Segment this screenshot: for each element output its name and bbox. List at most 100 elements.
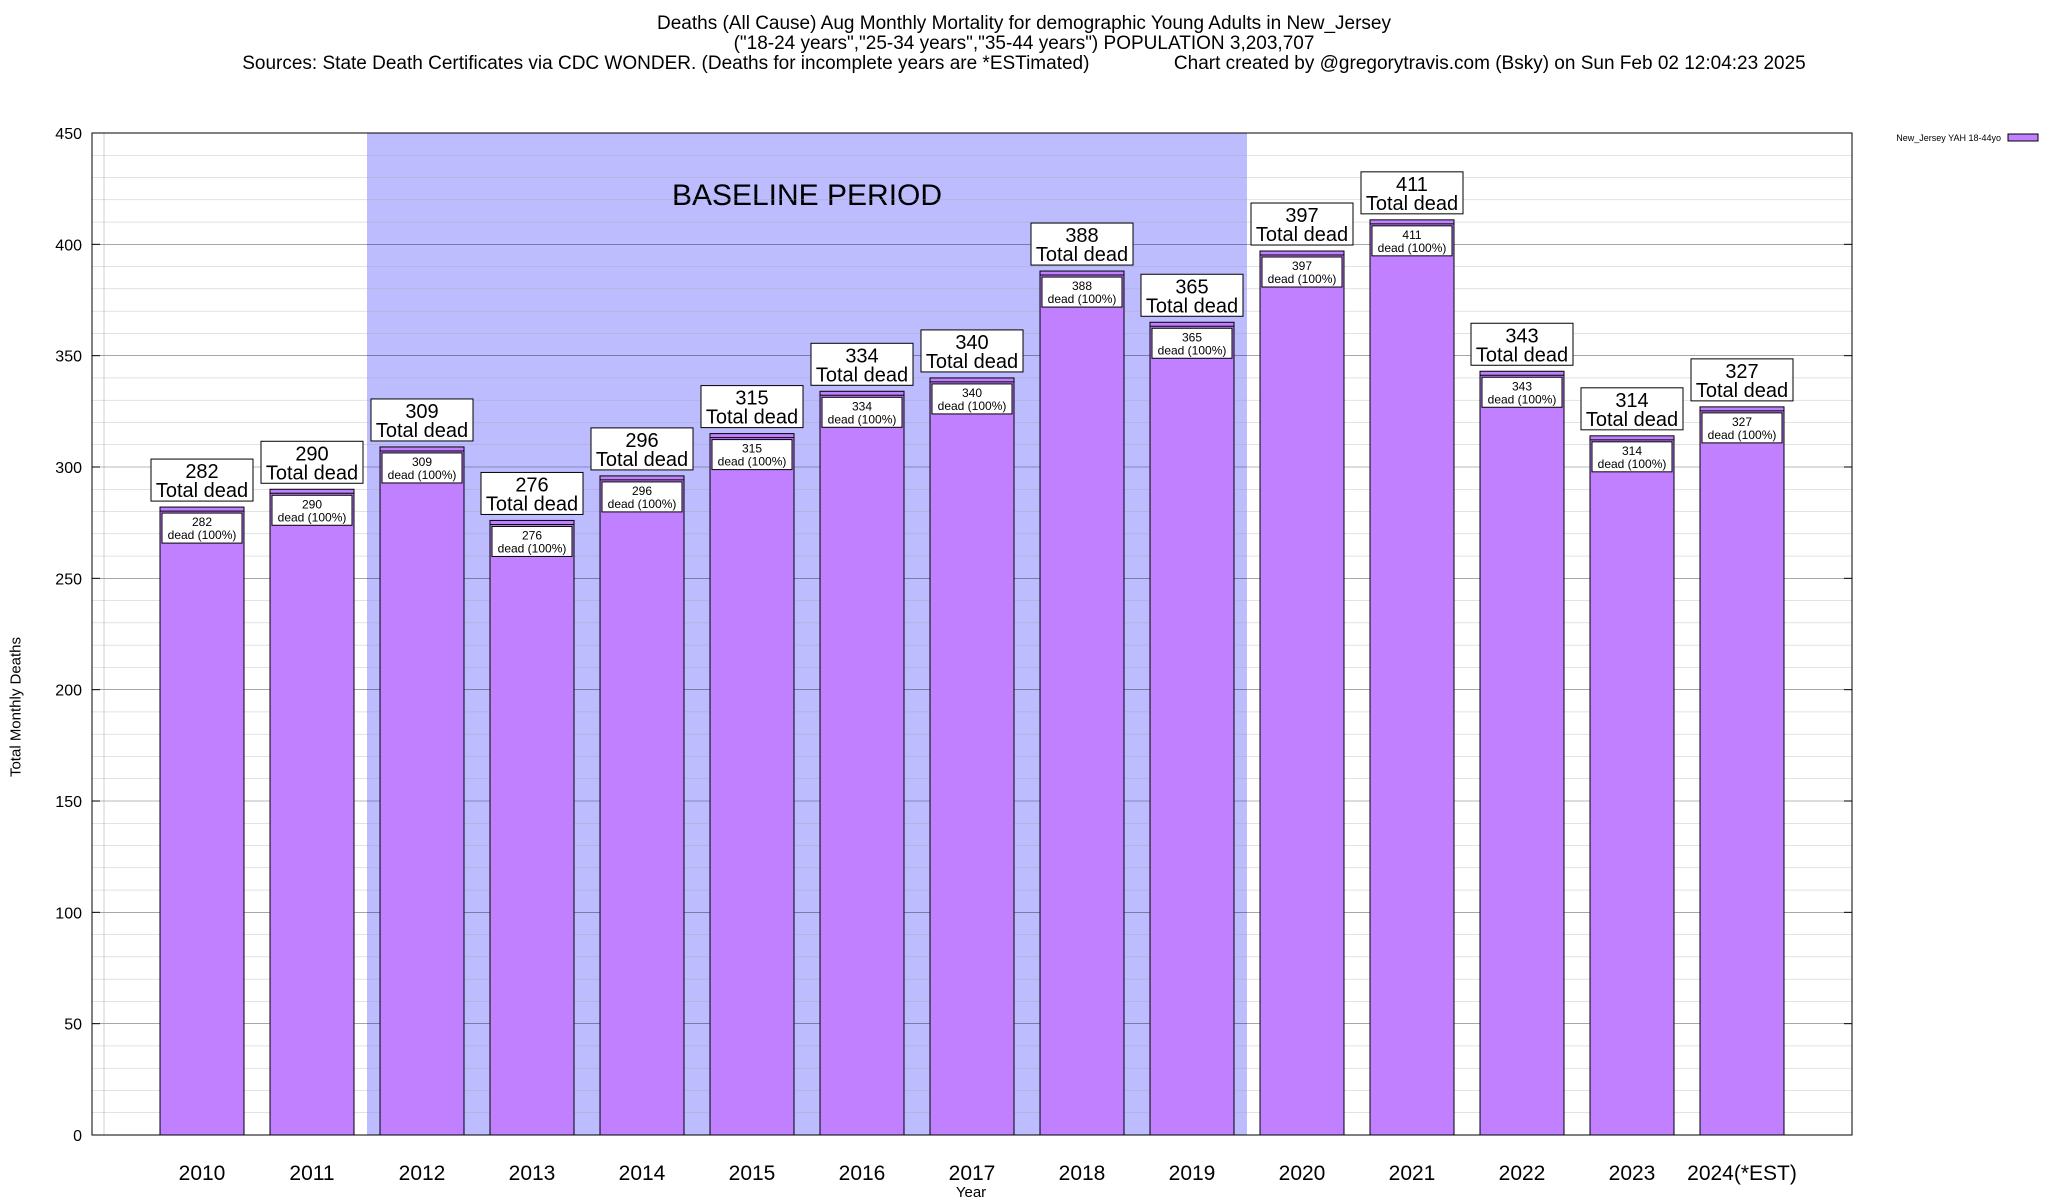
inner-value-label: 276	[522, 528, 542, 542]
inner-pct-label: dead (100%)	[718, 455, 787, 469]
total-text-label: Total dead	[1256, 224, 1348, 246]
chart-title: Deaths (All Cause) Aug Monthly Mortality…	[657, 13, 1391, 34]
total-text-label: Total dead	[706, 407, 798, 429]
inner-value-label: 290	[302, 497, 322, 511]
inner-label-box	[1261, 256, 1343, 288]
total-label-box	[260, 440, 364, 484]
total-text-label: Total dead	[596, 449, 688, 471]
inner-pct-label: dead (100%)	[938, 399, 1007, 413]
baseline-label: BASELINE PERIOD	[672, 179, 942, 212]
inner-value-label: 309	[412, 455, 432, 469]
total-label-box	[370, 398, 474, 442]
y-tick-label: 50	[64, 1017, 82, 1034]
total-value-label: 411	[1396, 174, 1428, 196]
bar	[159, 506, 245, 1136]
total-label-box	[590, 427, 694, 471]
total-label-box	[1360, 171, 1464, 215]
inner-value-label: 340	[962, 386, 982, 400]
total-text-label: Total dead	[816, 364, 908, 386]
inner-pct-label: dead (100%)	[1378, 241, 1447, 255]
inner-label-box	[491, 525, 573, 557]
inner-value-label: 282	[192, 515, 212, 529]
y-tick-label: 150	[55, 794, 82, 811]
bar	[599, 475, 685, 1136]
total-value-label: 327	[1725, 361, 1758, 383]
total-text-label: Total dead	[1366, 193, 1458, 215]
legend-label: New_Jersey YAH 18-44yo	[1896, 133, 2001, 143]
bar	[1479, 370, 1565, 1136]
x-tick-label: 2019	[1169, 1162, 1216, 1185]
inner-value-label: 343	[1512, 379, 1532, 393]
total-value-label: 276	[515, 474, 548, 496]
inner-value-label: 314	[1622, 444, 1642, 458]
inner-label-box	[821, 396, 903, 428]
total-value-label: 315	[735, 388, 768, 410]
x-tick-label: 2022	[1499, 1162, 1546, 1185]
bar	[929, 377, 1015, 1136]
inner-pct-label: dead (100%)	[1158, 343, 1227, 357]
y-tick-label: 300	[55, 460, 82, 477]
total-label-box	[480, 471, 584, 515]
x-tick-label: 2016	[839, 1162, 886, 1185]
chart-subtitle: ("18-24 years","25-34 years","35-44 year…	[733, 33, 1315, 54]
inner-value-label: 296	[632, 484, 652, 498]
inner-label-box	[711, 439, 793, 471]
inner-value-label: 315	[742, 442, 762, 456]
bar	[1259, 250, 1345, 1136]
total-label-box	[1250, 202, 1354, 246]
inner-pct-label: dead (100%)	[498, 541, 567, 555]
total-value-label: 365	[1175, 276, 1208, 298]
total-text-label: Total dead	[1036, 244, 1128, 266]
inner-value-label: 411	[1402, 228, 1421, 242]
inner-label-box	[1041, 276, 1123, 308]
inner-label-box	[1371, 225, 1453, 257]
credit-text: Chart created by @gregorytravis.com (Bsk…	[1173, 53, 1806, 74]
x-tick-label: 2017	[949, 1162, 996, 1185]
total-value-label: 340	[955, 332, 988, 354]
total-value-label: 343	[1505, 325, 1538, 347]
bar	[1589, 435, 1675, 1136]
x-tick-label: 2020	[1279, 1162, 1326, 1185]
y-tick-label: 450	[55, 126, 82, 143]
total-label-box	[1690, 358, 1794, 402]
inner-label-box	[1591, 441, 1673, 473]
y-tick-label: 250	[55, 571, 82, 588]
bar	[1149, 321, 1235, 1136]
inner-pct-label: dead (100%)	[828, 412, 897, 426]
total-value-label: 309	[405, 401, 438, 423]
total-value-label: 314	[1615, 390, 1648, 412]
bar	[1699, 406, 1785, 1136]
total-value-label: 296	[625, 430, 658, 452]
total-text-label: Total dead	[376, 420, 468, 442]
sources-text: Sources: State Death Certificates via CD…	[242, 53, 1090, 74]
total-label-box	[150, 458, 254, 502]
total-label-box	[1470, 322, 1574, 366]
total-label-box	[1140, 273, 1244, 317]
bar	[269, 488, 355, 1136]
inner-pct-label: dead (100%)	[1268, 272, 1337, 286]
total-value-label: 282	[185, 461, 218, 483]
inner-label-box	[931, 383, 1013, 415]
x-tick-label: 2014	[619, 1162, 666, 1185]
y-tick-label: 400	[55, 237, 82, 254]
x-tick-label: 2023	[1609, 1162, 1656, 1185]
chart-sources: Sources: State Death Certificates via CD…	[0, 54, 2048, 74]
inner-pct-label: dead (100%)	[388, 468, 457, 482]
plot-frame	[91, 132, 1853, 1136]
bar	[1369, 219, 1455, 1136]
inner-label-box	[271, 494, 353, 526]
inner-pct-label: dead (100%)	[168, 528, 237, 542]
total-label-box	[1580, 387, 1684, 431]
x-tick-label: 2010	[179, 1162, 226, 1185]
x-tick-label: 2013	[509, 1162, 556, 1185]
total-value-label: 290	[295, 443, 328, 465]
inner-pct-label: dead (100%)	[1708, 428, 1777, 442]
inner-label-box	[601, 481, 683, 513]
total-text-label: Total dead	[1476, 344, 1568, 366]
inner-pct-label: dead (100%)	[278, 510, 347, 524]
inner-label-box	[381, 452, 463, 484]
bar	[379, 446, 465, 1136]
inner-pct-label: dead (100%)	[608, 497, 677, 511]
legend-swatch	[2007, 133, 2039, 142]
